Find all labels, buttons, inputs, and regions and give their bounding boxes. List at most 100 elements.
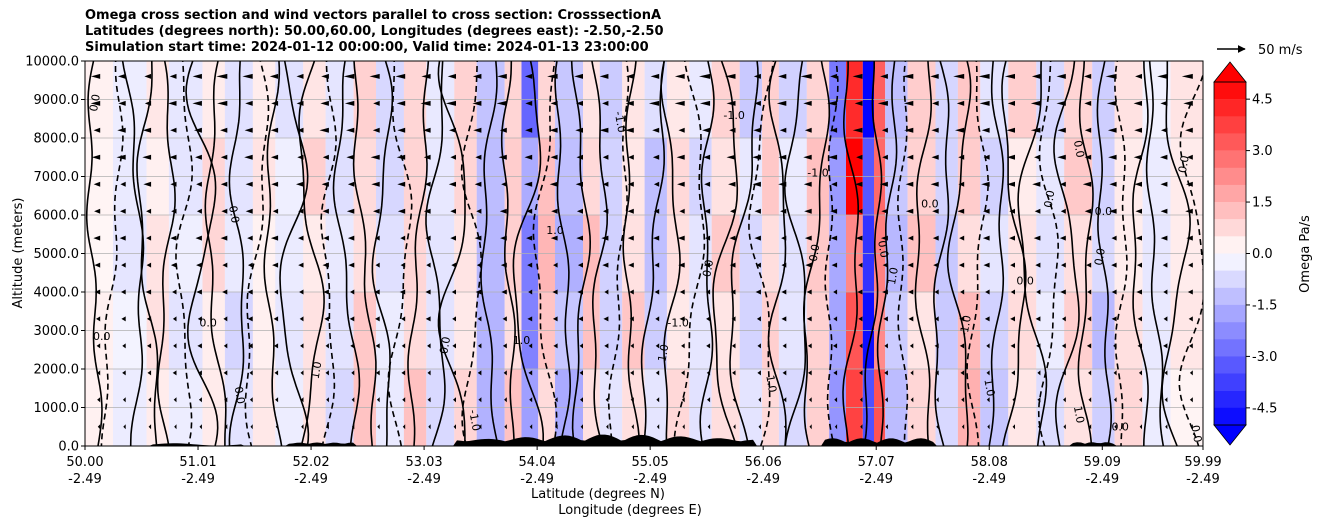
wind-vector — [421, 73, 431, 79]
colorbar-segment — [1214, 287, 1246, 306]
wind-vector — [300, 397, 304, 403]
wind-vector — [833, 343, 838, 349]
wind-vector — [729, 262, 736, 268]
wind-vector — [754, 208, 761, 214]
wind-vector — [1059, 235, 1066, 241]
contour-label: 1.0 — [546, 224, 564, 237]
wind-vector — [425, 235, 431, 241]
wind-vector — [931, 127, 939, 133]
wind-vector — [960, 370, 965, 376]
wind-vector — [91, 73, 101, 79]
wind-vector — [144, 100, 152, 106]
omega-contour — [1161, 61, 1191, 446]
wind-vector — [781, 235, 787, 241]
wind-vector — [1084, 73, 1092, 79]
wind-vector — [986, 370, 990, 376]
wind-vector — [428, 424, 431, 430]
wind-vector — [580, 397, 583, 403]
x-axis: Latitude (degrees N) Longitude (degrees … — [66, 446, 1222, 518]
wind-vector — [1160, 154, 1168, 160]
wind-vector — [121, 262, 126, 268]
wind-vector — [553, 343, 558, 349]
omega-contour — [863, 61, 883, 446]
omega-contour — [1053, 61, 1080, 446]
x-tick-label-latitude: 54.04 — [519, 455, 556, 470]
wind-vector — [452, 370, 456, 376]
omega-contour — [1077, 61, 1094, 446]
wind-vector — [248, 343, 253, 349]
wind-vector — [650, 73, 660, 79]
x-tick-label-longitude: -2.49 — [1085, 472, 1119, 487]
chart-title-line-2: Latitudes (degrees north): 50.00,60.00, … — [85, 24, 664, 39]
wind-vector — [733, 424, 736, 430]
wind-vector — [805, 262, 812, 268]
omega-contour — [512, 61, 544, 446]
wind-vector — [704, 181, 711, 187]
wind-vector — [547, 73, 558, 79]
x-tick-label-latitude: 57.07 — [858, 455, 895, 470]
wind-vector — [984, 316, 990, 322]
colorbar-segment — [1214, 116, 1246, 134]
wind-vector — [271, 181, 279, 187]
wind-vector — [885, 424, 888, 430]
wind-vector — [881, 208, 888, 214]
omega-contour — [298, 61, 325, 446]
wind-vector — [757, 343, 761, 349]
wind-vector — [550, 154, 558, 160]
omega-contour-negative — [824, 61, 839, 446]
wind-vector — [146, 235, 152, 241]
wind-vector — [704, 235, 711, 241]
wind-vector — [323, 289, 329, 295]
wind-vector — [472, 73, 482, 79]
omega-contour-negative — [966, 61, 990, 446]
wind-vector — [196, 181, 202, 187]
wind-vector — [1060, 181, 1066, 187]
contour-label: 1.0 — [656, 343, 672, 362]
wind-vector — [270, 235, 279, 241]
contour-label: 0.0 — [226, 205, 242, 224]
colorbar-segment — [1214, 253, 1246, 271]
wind-vector — [879, 181, 888, 187]
omega-contour — [803, 61, 831, 446]
vector-key-label: 50 m/s — [1258, 43, 1303, 58]
wind-vector — [648, 100, 660, 106]
wind-vector — [555, 424, 558, 430]
wind-vector — [275, 397, 279, 403]
wind-vector — [1012, 397, 1015, 403]
wind-vector — [959, 316, 965, 322]
wind-vector — [602, 181, 609, 187]
wind-vector — [147, 343, 152, 349]
wind-vector — [1113, 397, 1117, 403]
wind-vector — [1181, 73, 1193, 79]
wind-vector — [654, 289, 660, 295]
wind-vector — [833, 289, 838, 295]
wind-vector — [217, 100, 228, 106]
wind-vector — [604, 289, 609, 295]
wind-vector — [902, 73, 914, 79]
wind-vector — [1186, 235, 1193, 241]
wind-vector — [652, 127, 660, 133]
wind-vector — [1011, 370, 1015, 376]
omega-contour — [425, 61, 446, 446]
wind-vector — [628, 154, 634, 160]
wind-vector — [656, 397, 660, 403]
wind-vector — [247, 235, 253, 241]
wind-vector — [1032, 181, 1041, 187]
x-tick-label-latitude: 53.03 — [405, 455, 442, 470]
wind-vector — [574, 73, 583, 79]
omega-contour — [263, 61, 283, 446]
wind-vector — [934, 289, 939, 295]
wind-vector — [932, 208, 939, 214]
wind-vector — [1134, 181, 1142, 187]
wind-vector — [679, 316, 685, 322]
wind-vector — [678, 127, 685, 133]
wind-vector — [296, 181, 304, 187]
wind-vector — [757, 370, 761, 376]
wind-vector — [376, 397, 380, 403]
wind-vector — [550, 235, 558, 241]
wind-vector — [1038, 424, 1041, 430]
x-tick-label-latitude: 50.00 — [66, 455, 103, 470]
omega-contour — [640, 61, 666, 446]
wind-vector — [1138, 370, 1142, 376]
x-axis-label-latitude: Latitude (degrees N) — [531, 487, 665, 502]
